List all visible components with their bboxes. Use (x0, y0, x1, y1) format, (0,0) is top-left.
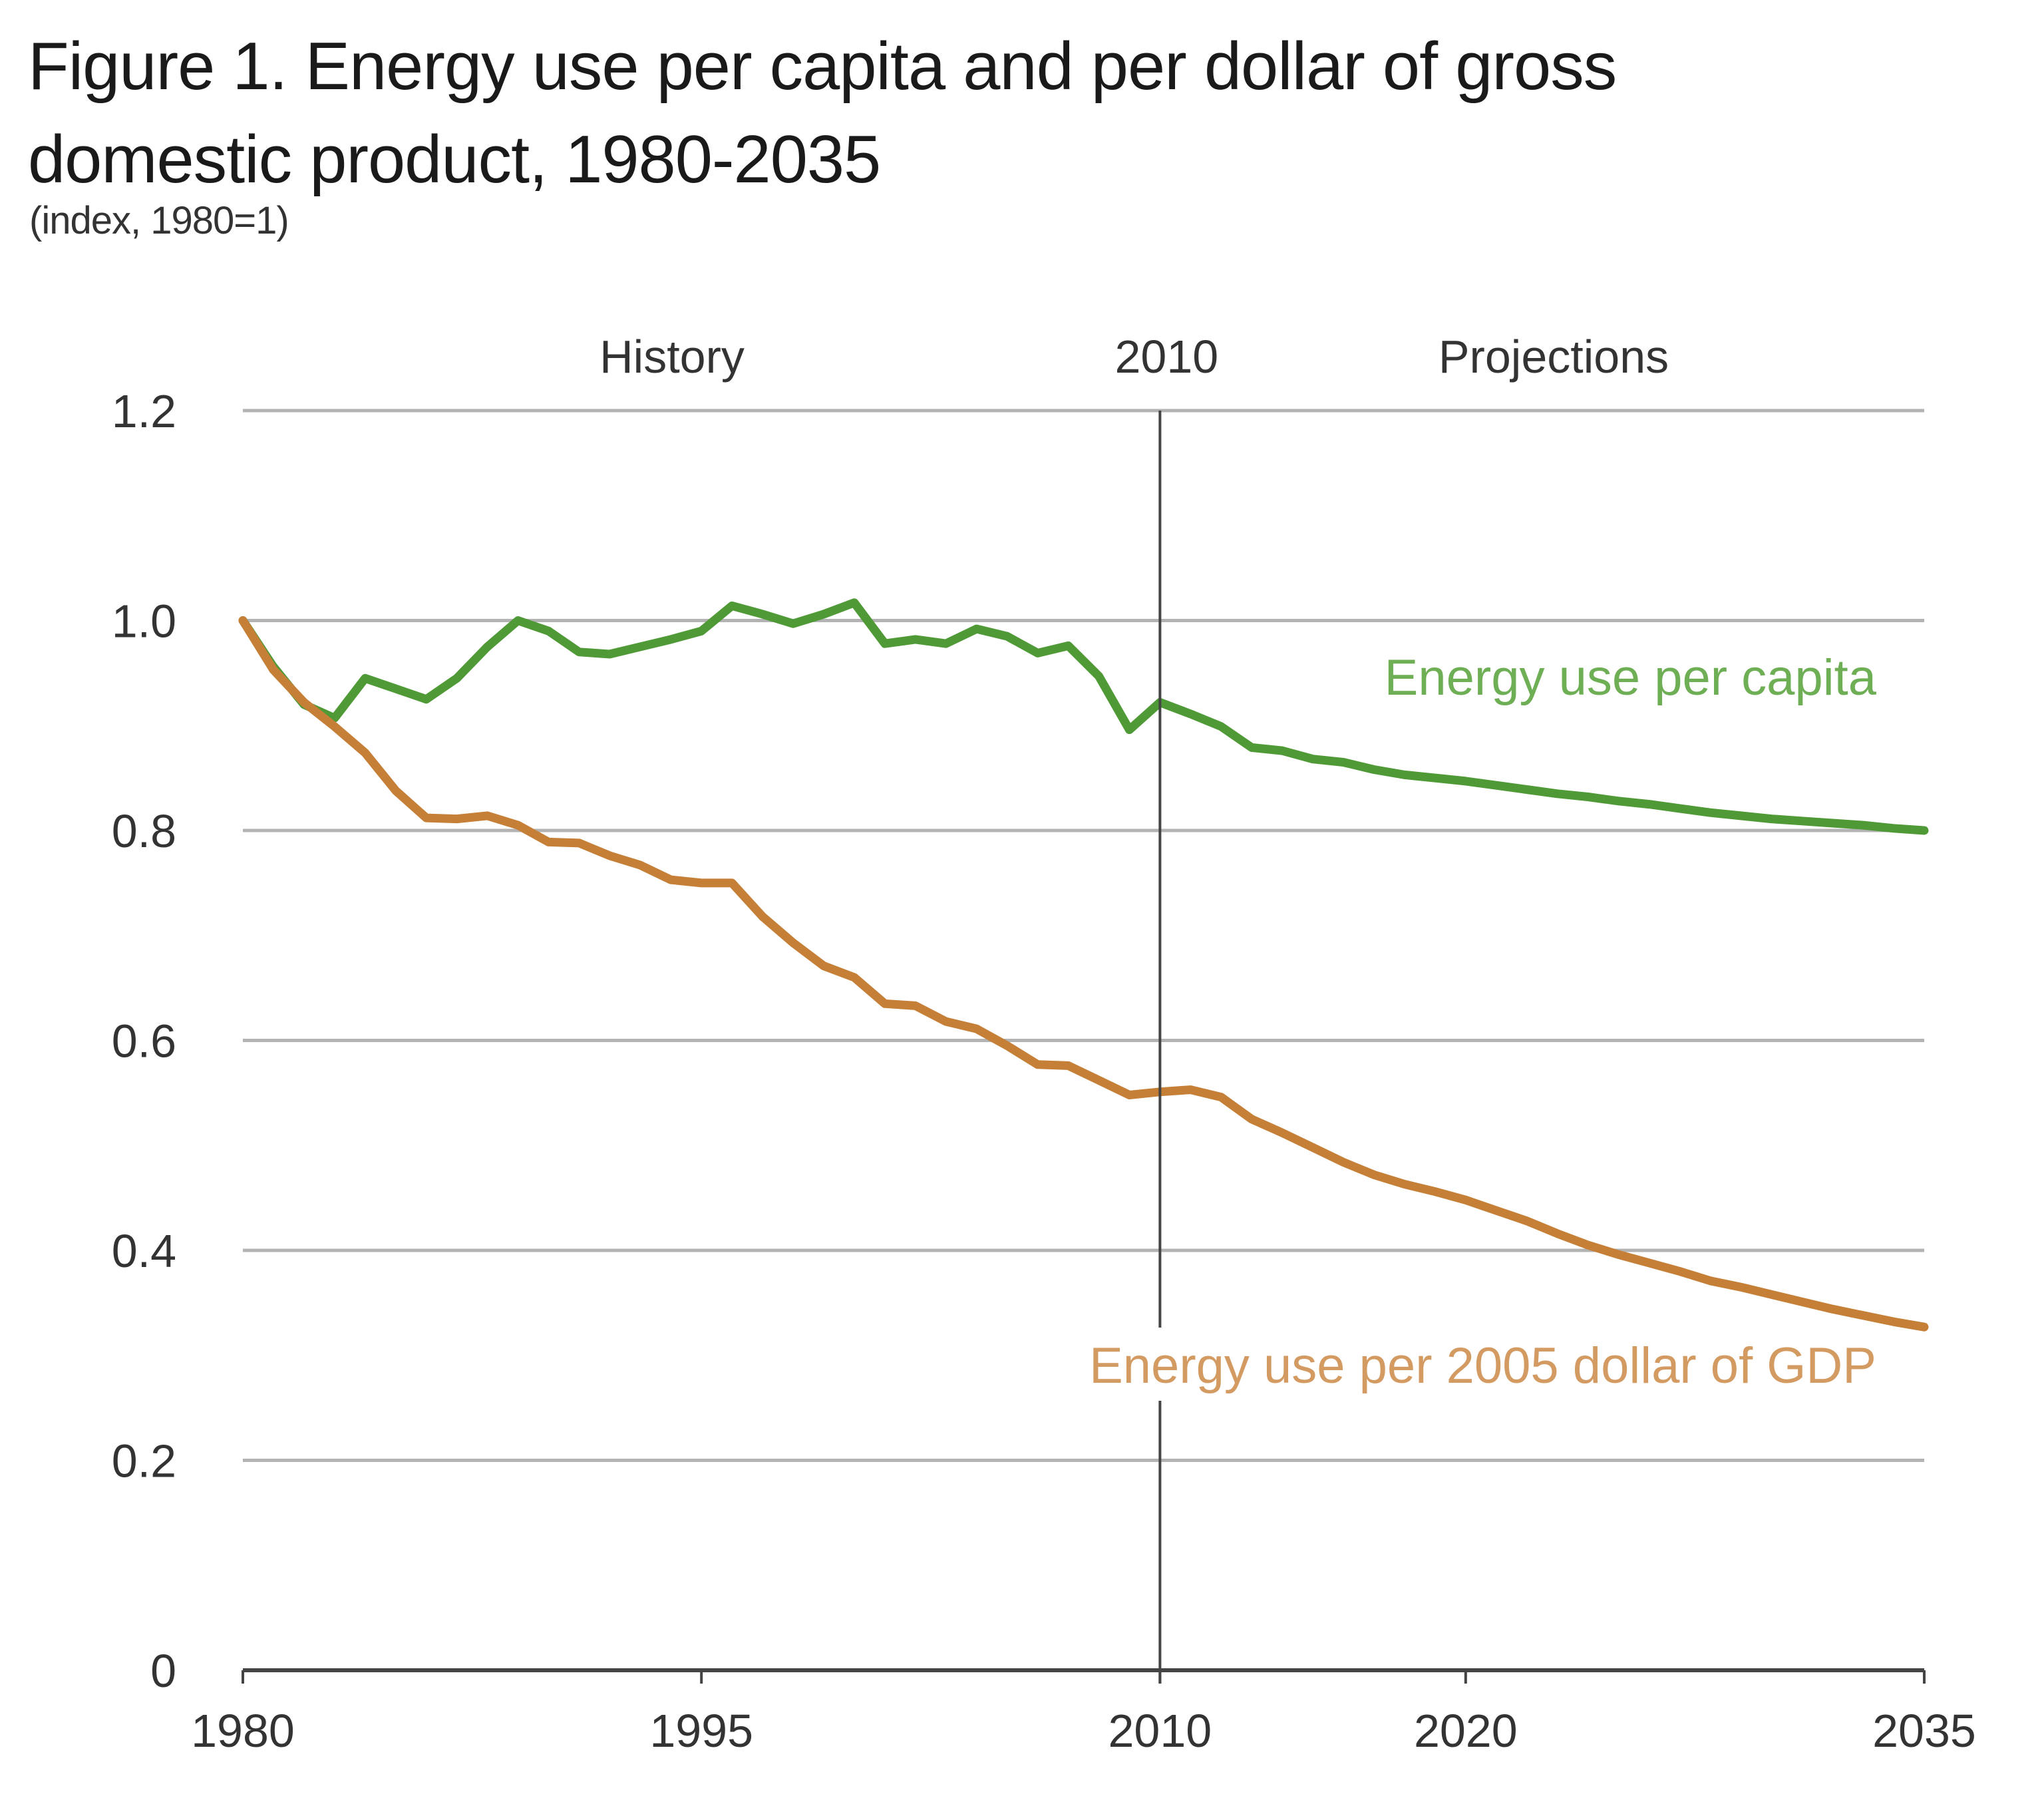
y-tick-label: 1.0 (112, 596, 176, 647)
chart-title-line-1: Figure 1. Energy use per capita and per … (28, 29, 1617, 104)
x-tick-label: 1995 (649, 1705, 753, 1757)
y-tick-label: 0.2 (112, 1435, 176, 1487)
history-label: History (599, 331, 745, 383)
y-tick-label: 0 (150, 1645, 176, 1697)
series-lines (238, 598, 1929, 1332)
gdp-label-background (1025, 1328, 1883, 1401)
x-tick-label: 2020 (1414, 1705, 1518, 1757)
divider-year-label: 2010 (1114, 331, 1218, 383)
x-tick-label: 2010 (1108, 1705, 1212, 1757)
per-gdp-series-label: Energy use per 2005 dollar of GDP (1089, 1338, 1876, 1394)
per-capita-line (238, 598, 1929, 835)
x-tick-label: 1980 (191, 1705, 295, 1757)
x-tick-label: 2035 (1872, 1705, 1976, 1757)
x-axis-ticks: 1980 1995 2010 2020 2035 (191, 1670, 1976, 1757)
per-capita-series-label: Energy use per capita (1385, 649, 1877, 706)
chart-subtitle: (index, 1980=1) (29, 199, 289, 242)
y-tick-label: 0.4 (112, 1225, 176, 1277)
y-axis-ticks: 0 0.2 0.4 0.6 0.8 1.0 1.2 (112, 385, 176, 1697)
y-tick-label: 0.8 (112, 805, 176, 857)
header-labels: History 2010 Projections (599, 331, 1669, 383)
per-gdp-line (238, 616, 1929, 1332)
projections-label: Projections (1439, 331, 1669, 383)
gridlines (243, 409, 1924, 1462)
y-tick-label: 0.6 (112, 1015, 176, 1067)
y-tick-label: 1.2 (112, 385, 176, 437)
series-annotations: Energy use per capita Energy use per 200… (1025, 649, 1883, 1401)
chart-title: Figure 1. Energy use per capita and per … (28, 20, 2024, 206)
chart-title-line-2: domestic product, 1980-2035 (28, 122, 881, 197)
